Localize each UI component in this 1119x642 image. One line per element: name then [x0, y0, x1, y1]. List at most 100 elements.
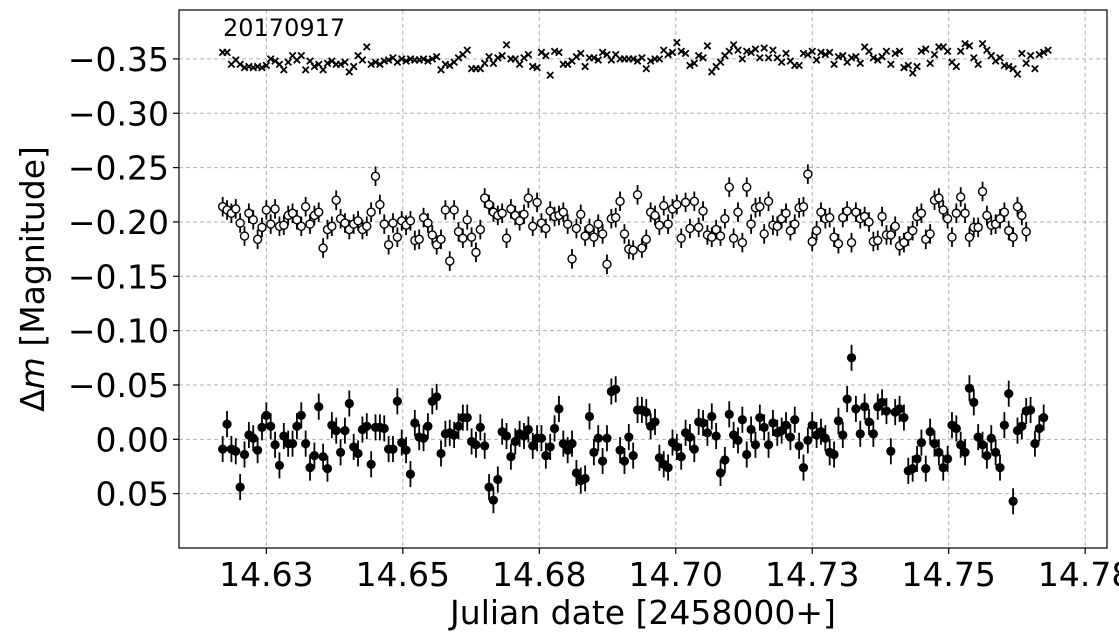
x-marker	[852, 52, 860, 61]
filled-circle-marker	[218, 444, 228, 454]
grid-lines	[179, 10, 1107, 548]
open-circle-marker	[728, 233, 739, 243]
open-circle-marker	[305, 219, 315, 229]
y-tick-label: −0.05	[68, 366, 169, 405]
x-marker	[301, 65, 310, 74]
open-circle-marker	[576, 209, 586, 220]
x-marker	[432, 52, 441, 61]
open-circle-marker	[759, 229, 769, 239]
filled-circle-marker	[908, 464, 918, 474]
filled-circle-marker	[314, 402, 324, 412]
open-circle-marker	[392, 232, 403, 242]
x-marker	[223, 48, 231, 57]
x-marker	[926, 59, 934, 68]
x-marker	[323, 59, 332, 68]
x-marker	[699, 53, 707, 62]
x-tick-label: 14.73	[765, 555, 859, 594]
open-circle-marker	[977, 186, 988, 197]
open-circle-marker	[803, 169, 813, 179]
x-marker	[969, 53, 978, 62]
filled-circle-marker	[794, 441, 804, 451]
open-circle-marker	[934, 193, 944, 203]
open-circle-marker	[698, 206, 708, 216]
x-marker	[974, 60, 983, 69]
filled-circle-marker	[711, 431, 721, 441]
open-circle-marker	[593, 219, 603, 229]
x-marker	[681, 49, 690, 58]
x-marker	[886, 60, 895, 69]
filled-circle-marker	[663, 462, 673, 473]
filled-circle-marker	[999, 420, 1009, 430]
filled-circle-marker	[571, 468, 582, 478]
x-marker	[821, 50, 830, 59]
x-marker	[795, 61, 803, 70]
open-circle-marker	[982, 210, 992, 221]
x-marker	[397, 55, 406, 63]
filled-circle-marker	[899, 412, 909, 423]
filled-circle-marker	[986, 433, 996, 443]
filled-circle-marker	[829, 449, 839, 460]
filled-circle-marker	[519, 431, 529, 441]
x-marker	[956, 47, 965, 56]
x-marker	[664, 50, 672, 59]
open-circle-marker	[641, 234, 651, 245]
x-marker	[384, 56, 393, 64]
filled-circle-marker	[654, 453, 664, 463]
x-marker	[769, 46, 777, 55]
open-circle-marker	[724, 182, 734, 192]
x-marker	[546, 71, 555, 80]
open-circle-marker	[501, 233, 512, 243]
filled-circle-marker	[493, 474, 503, 485]
filled-circle-marker	[628, 451, 638, 461]
open-circle-marker	[650, 210, 660, 221]
x-marker	[921, 45, 930, 53]
filled-circle-marker	[423, 421, 433, 431]
open-circle-marker	[781, 208, 791, 218]
x-marker	[865, 47, 873, 56]
open-circle-marker	[331, 195, 341, 205]
open-circle-marker	[873, 235, 883, 246]
open-circle-marker	[811, 225, 822, 236]
x-marker	[900, 63, 908, 72]
x-marker	[808, 47, 817, 56]
filled-circle-marker	[860, 402, 870, 412]
x-marker	[402, 57, 410, 65]
x-marker	[642, 64, 651, 73]
filled-circle-marker	[563, 445, 573, 455]
open-circle-marker	[1008, 232, 1018, 242]
x-marker	[655, 55, 664, 63]
filled-circle-marker	[982, 451, 992, 461]
x-marker	[996, 53, 1004, 62]
open-circle-marker	[886, 230, 896, 240]
open-circle-marker	[532, 197, 542, 208]
x-marker	[319, 65, 327, 74]
open-circle-marker	[388, 218, 398, 228]
plot-frame	[178, 9, 1108, 549]
open-circle-marker	[270, 204, 280, 214]
x-marker	[590, 53, 598, 62]
filled-circle-marker	[501, 431, 512, 441]
filled-circle-marker	[296, 410, 306, 421]
open-circle-marker	[628, 245, 638, 255]
y-tick-label: −0.15	[68, 257, 169, 296]
filled-circle-marker	[253, 445, 263, 455]
x-marker	[895, 47, 904, 56]
x-marker	[830, 60, 838, 69]
open-circle-marker	[842, 206, 852, 216]
open-circle-marker	[1017, 210, 1027, 221]
open-circle-marker	[597, 229, 608, 239]
filled-circle-marker	[864, 417, 874, 427]
open-circle-marker	[462, 215, 472, 225]
x-marker	[1039, 48, 1048, 57]
filled-circle-marker	[335, 447, 346, 457]
filled-circle-marker	[877, 397, 887, 407]
open-circle-marker	[497, 208, 507, 218]
filled-circle-marker	[292, 421, 302, 431]
x-marker	[629, 55, 638, 63]
x-marker	[1013, 70, 1022, 78]
x-marker	[463, 46, 472, 55]
x-marker	[594, 56, 603, 64]
x-marker	[498, 51, 506, 60]
open-circle-marker	[938, 205, 948, 215]
